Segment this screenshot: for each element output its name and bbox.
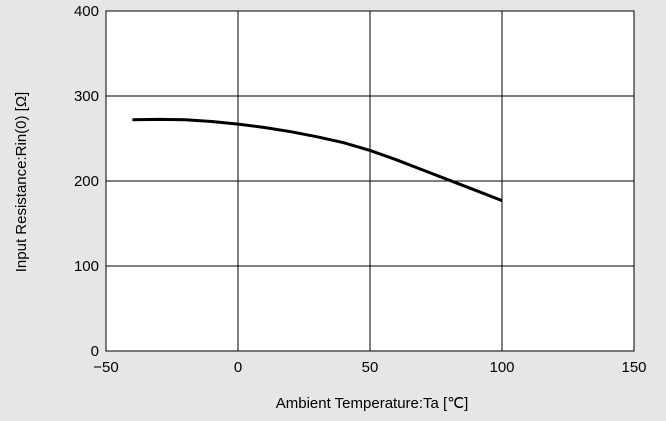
x-axis-ticks: −50 0 50 100 150 <box>93 359 646 376</box>
x-tick-label: 50 <box>362 359 379 376</box>
y-tick-label: 400 <box>74 3 99 20</box>
y-axis-ticks: 0 100 200 300 400 <box>74 3 99 360</box>
y-tick-label: 200 <box>74 173 99 190</box>
grid-lines <box>106 11 634 351</box>
x-tick-label: −50 <box>93 359 118 376</box>
plot-frame <box>105 10 635 352</box>
x-tick-label: 150 <box>621 359 646 376</box>
x-tick-label: 100 <box>489 359 514 376</box>
series-line <box>132 117 503 202</box>
series-layer <box>132 117 503 202</box>
y-tick-label: 300 <box>74 88 99 105</box>
x-axis-title: Ambient Temperature:Ta [℃] <box>276 395 469 412</box>
y-tick-label: 100 <box>74 258 99 275</box>
y-axis-title: Input Resistance:Rin(0) [Ω] <box>13 92 30 272</box>
x-tick-label: 0 <box>234 359 242 376</box>
y-tick-label: 0 <box>91 343 99 360</box>
